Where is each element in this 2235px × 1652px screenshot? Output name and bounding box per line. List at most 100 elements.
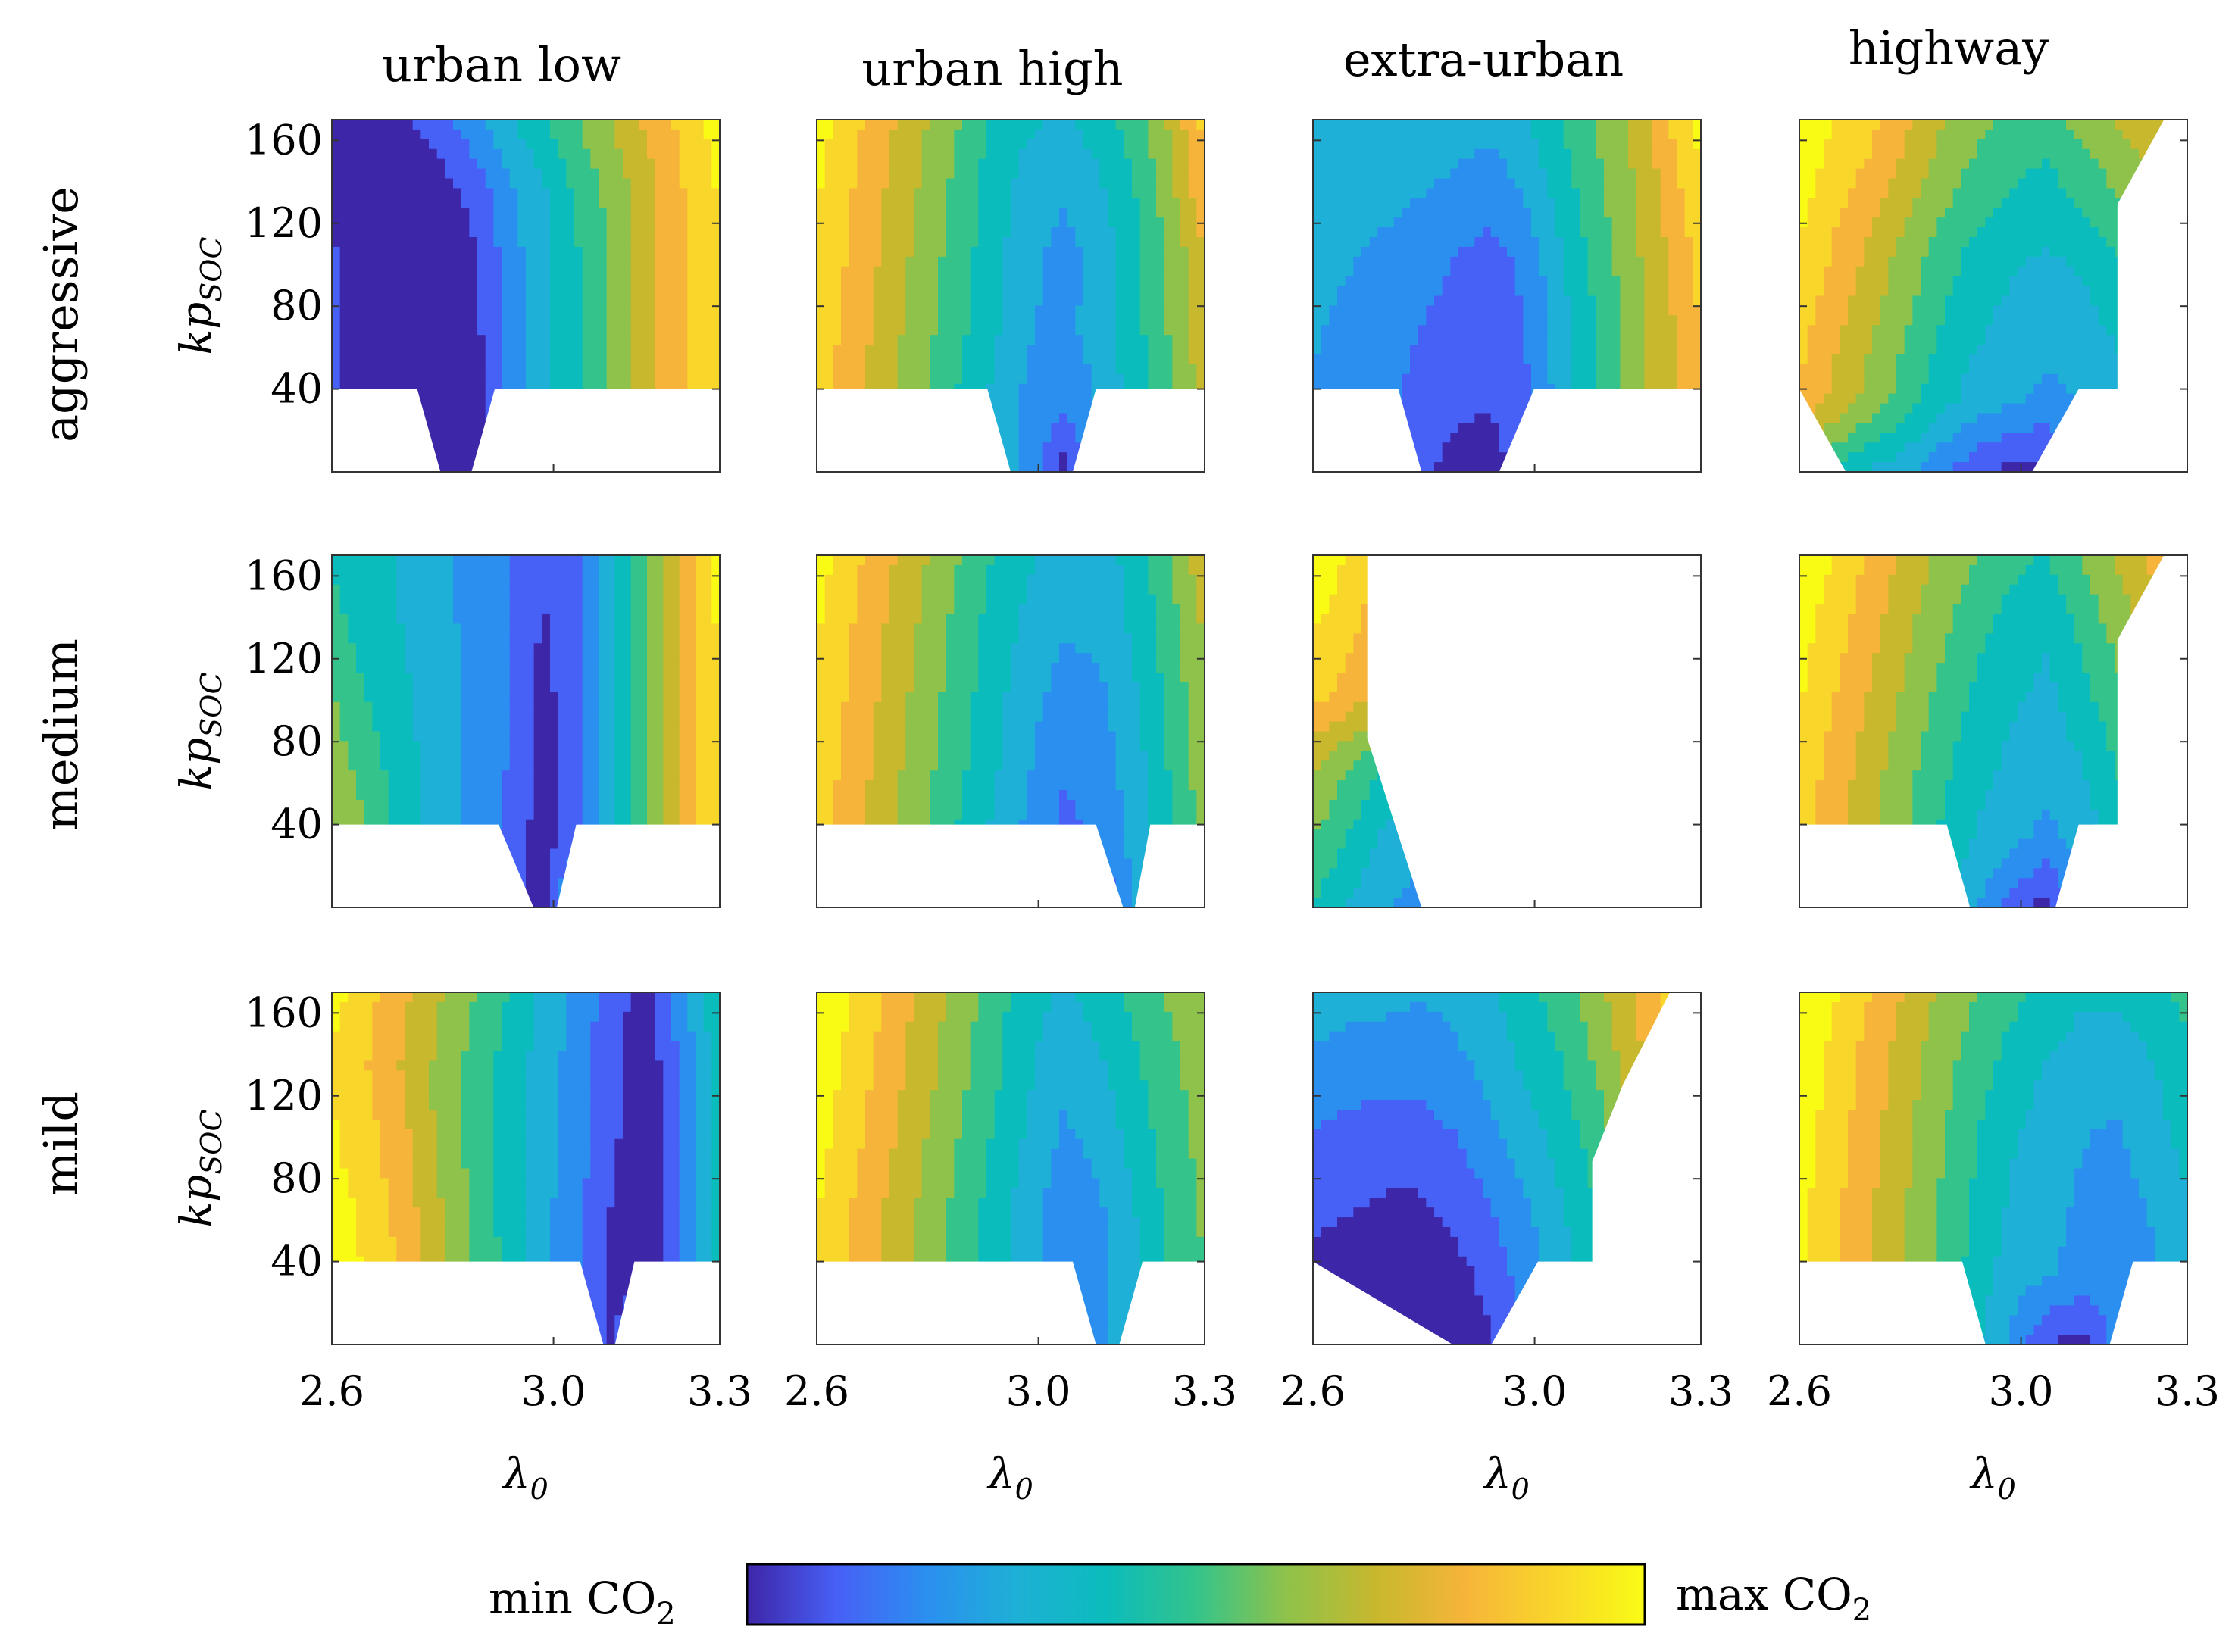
contour-cell	[817, 286, 826, 297]
contour-cell	[1499, 413, 1508, 424]
contour-cell	[1514, 413, 1524, 424]
contour-cell	[1668, 139, 1677, 150]
contour-cell	[1402, 198, 1411, 208]
contour-cell	[1563, 178, 1572, 189]
contour-cell	[905, 345, 914, 355]
contour-cell	[517, 168, 527, 180]
contour-cell	[1514, 373, 1524, 385]
contour-cell	[1075, 158, 1084, 170]
contour-cell	[1539, 139, 1548, 150]
contour-cell	[1555, 168, 1564, 180]
contour-cell	[517, 335, 527, 345]
contour-cell	[348, 373, 357, 385]
contour-cell	[1677, 217, 1686, 228]
contour-cell	[493, 168, 502, 180]
contour-cell	[1604, 345, 1613, 355]
contour-cell	[1628, 256, 1637, 267]
contour-cell	[1115, 129, 1124, 140]
contour-cell	[380, 217, 389, 228]
contour-cell	[1402, 364, 1411, 375]
contour-cell	[938, 276, 947, 287]
contour-cell	[849, 276, 858, 287]
contour-cell	[420, 315, 430, 326]
contour-cell	[614, 305, 624, 316]
contour-cell	[558, 286, 567, 297]
contour-cell	[1067, 393, 1076, 404]
contour-cell	[461, 276, 470, 287]
contour-cell	[1083, 335, 1092, 345]
contour-cell	[1410, 129, 1419, 140]
contour-cell	[1458, 286, 1468, 297]
contour-cell	[1027, 168, 1036, 180]
contour-cell	[954, 315, 963, 326]
contour-cell	[1027, 354, 1036, 365]
contour-cell	[824, 256, 833, 267]
contour-cell	[1172, 266, 1181, 277]
contour-cell	[542, 256, 551, 267]
contour-cell	[1499, 217, 1508, 228]
contour-cell	[930, 168, 939, 180]
contour-cell	[1393, 168, 1402, 180]
panel-grid: 1601208040kpSOC1601208040kpSOC1601208040…	[172, 116, 2220, 1506]
contour-cell	[1083, 198, 1092, 208]
contour-cell	[962, 158, 971, 170]
contour-cell	[1474, 403, 1483, 414]
contour-cell	[1361, 325, 1371, 336]
contour-cell	[1611, 129, 1621, 140]
contour-cell	[1099, 256, 1108, 267]
contour-cell	[1059, 129, 1068, 140]
contour-cell	[1148, 364, 1157, 375]
contour-cell	[1132, 129, 1141, 140]
contour-cell	[1313, 364, 1322, 375]
contour-cell	[1321, 237, 1330, 248]
contour-cell	[905, 315, 914, 326]
contour-cell	[1490, 188, 1499, 198]
contour-cell	[978, 129, 987, 140]
contour-cell	[1466, 256, 1475, 267]
contour-cell	[574, 364, 583, 375]
contour-cell	[1393, 373, 1402, 385]
contour-cell	[1571, 178, 1580, 189]
contour-cell	[1580, 354, 1589, 365]
contour-cell	[1539, 237, 1548, 248]
contour-cell	[994, 217, 1003, 228]
contour-cell	[1531, 305, 1540, 316]
contour-cell	[590, 354, 599, 365]
contour-cell	[542, 246, 551, 258]
contour-cell	[1604, 227, 1613, 238]
contour-cell	[1188, 295, 1197, 307]
contour-cell	[339, 383, 349, 395]
contour-cell	[502, 227, 511, 238]
contour-cell	[1196, 120, 1205, 130]
contour-cell	[1539, 246, 1548, 258]
contour-cell	[509, 129, 518, 140]
contour-cell	[1450, 198, 1459, 208]
contour-cell	[1132, 168, 1141, 180]
contour-cell	[986, 148, 996, 160]
contour-cell	[1531, 315, 1540, 326]
contour-cell	[1353, 364, 1362, 375]
contour-cell	[542, 383, 551, 395]
contour-cell	[348, 178, 357, 189]
contour-cell	[873, 208, 882, 218]
contour-cell	[1499, 345, 1508, 355]
contour-cell	[1668, 383, 1677, 395]
contour-cell	[1156, 335, 1165, 345]
contour-cell	[364, 305, 373, 316]
contour-cell	[824, 188, 833, 198]
contour-cell	[679, 325, 688, 336]
contour-cell	[954, 188, 963, 198]
contour-cell	[1115, 345, 1124, 355]
contour-cell	[1369, 139, 1378, 150]
contour-cell	[599, 256, 608, 267]
contour-cell	[517, 188, 527, 198]
contour-cell	[1051, 178, 1060, 189]
contour-cell	[1172, 305, 1181, 316]
contour-cell	[1361, 315, 1371, 326]
contour-cell	[550, 246, 559, 258]
contour-cell	[405, 256, 414, 267]
contour-cell	[1132, 315, 1141, 326]
contour-cell	[1499, 286, 1508, 297]
contour-cell	[469, 120, 478, 130]
contour-cell	[889, 256, 899, 267]
